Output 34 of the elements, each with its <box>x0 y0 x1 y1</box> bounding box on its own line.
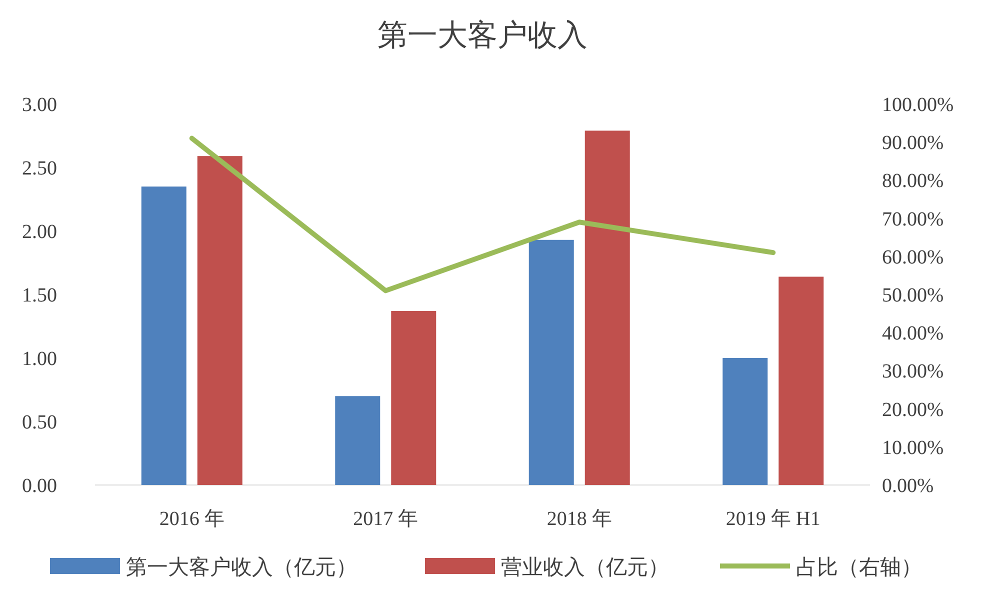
x-tick-label: 2018 年 <box>546 508 612 530</box>
y-tick-label: 0.50 <box>22 412 57 434</box>
y2-tick-label: 40.00% <box>882 322 944 345</box>
bar <box>197 156 242 485</box>
bar <box>722 358 768 485</box>
y-tick-label: 3.00 <box>22 94 57 116</box>
x-tick-label: 2019 年 H1 <box>726 508 820 530</box>
y2-tick-label: 30.00% <box>882 360 944 383</box>
y2-tick-label: 90.00% <box>882 132 944 154</box>
x-tick-label: 2017 年 <box>353 508 418 530</box>
y-tick-label: 0.00 <box>22 475 57 497</box>
y2-tick-label: 80.00% <box>882 170 944 192</box>
bar <box>141 186 186 485</box>
bar <box>528 240 574 485</box>
legend-label: 占比（右轴） <box>796 555 922 579</box>
bar <box>584 130 630 485</box>
x-tick-label: 2016 年 <box>159 508 224 530</box>
y2-tick-label: 100.00% <box>882 94 954 116</box>
y2-tick-label: 70.00% <box>882 208 944 230</box>
y2-tick-label: 10.00% <box>882 436 944 459</box>
bar <box>391 311 436 485</box>
y2-tick-label: 60.00% <box>882 246 944 268</box>
bar <box>778 276 824 485</box>
y-tick-label: 2.00 <box>22 221 57 243</box>
chart-title: 第一大客户收入 <box>378 19 588 52</box>
y2-tick-label: 0.00% <box>882 475 934 497</box>
y2-tick-label: 50.00% <box>882 284 944 306</box>
y2-tick-label: 20.00% <box>882 398 944 421</box>
legend-label: 营业收入（亿元） <box>501 555 669 579</box>
y-tick-label: 1.00 <box>22 348 57 370</box>
y-tick-label: 1.50 <box>22 284 57 306</box>
y-tick-label: 2.50 <box>22 158 57 180</box>
legend-label: 第一大客户收入（亿元） <box>126 555 357 579</box>
bar <box>335 396 380 485</box>
